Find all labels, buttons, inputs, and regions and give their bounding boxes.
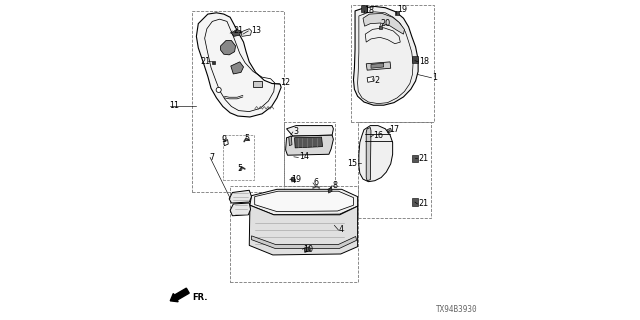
Polygon shape	[232, 29, 241, 36]
Polygon shape	[387, 128, 392, 133]
Polygon shape	[367, 76, 374, 82]
Polygon shape	[363, 13, 404, 34]
Polygon shape	[361, 5, 367, 12]
Polygon shape	[253, 81, 262, 87]
Polygon shape	[287, 125, 333, 136]
Text: 21: 21	[200, 57, 210, 66]
Polygon shape	[412, 198, 418, 206]
Text: 6: 6	[314, 179, 319, 188]
Text: 10: 10	[303, 245, 314, 254]
Polygon shape	[289, 136, 292, 146]
Text: 17: 17	[390, 125, 399, 134]
Text: 18: 18	[419, 57, 429, 66]
Polygon shape	[412, 155, 418, 162]
Text: 9: 9	[222, 135, 227, 144]
Text: 16: 16	[374, 131, 383, 140]
Polygon shape	[395, 11, 399, 15]
Text: 21: 21	[418, 154, 428, 163]
Polygon shape	[366, 62, 391, 70]
Text: 14: 14	[300, 152, 309, 161]
Text: 21: 21	[234, 27, 243, 36]
Text: 3: 3	[294, 127, 299, 136]
Polygon shape	[412, 56, 418, 63]
Text: 2: 2	[375, 76, 380, 85]
Polygon shape	[379, 26, 383, 29]
Text: 13: 13	[252, 27, 262, 36]
Text: 12: 12	[280, 78, 291, 87]
FancyArrow shape	[170, 288, 189, 302]
Text: 15: 15	[348, 159, 358, 168]
Polygon shape	[241, 29, 252, 36]
Polygon shape	[249, 205, 358, 255]
Circle shape	[291, 177, 295, 181]
Text: 19: 19	[291, 175, 301, 184]
Polygon shape	[328, 187, 332, 193]
Polygon shape	[229, 190, 252, 203]
Text: 7: 7	[209, 153, 214, 162]
Polygon shape	[231, 62, 244, 74]
Text: 11: 11	[170, 101, 180, 110]
Polygon shape	[353, 6, 418, 105]
Polygon shape	[250, 189, 358, 215]
Text: 5: 5	[237, 164, 243, 173]
Text: 8: 8	[333, 181, 338, 190]
Text: 21: 21	[418, 199, 428, 208]
Polygon shape	[371, 63, 384, 68]
Text: 1: 1	[432, 73, 437, 82]
Polygon shape	[252, 236, 356, 249]
Polygon shape	[196, 13, 281, 117]
Polygon shape	[285, 135, 333, 155]
Polygon shape	[221, 41, 236, 55]
Text: 19: 19	[397, 5, 407, 14]
Polygon shape	[212, 61, 215, 64]
Text: 20: 20	[380, 19, 390, 28]
Polygon shape	[230, 203, 250, 216]
Polygon shape	[304, 247, 310, 252]
Text: TX94B3930: TX94B3930	[436, 305, 477, 314]
Text: 18: 18	[364, 6, 374, 15]
Polygon shape	[255, 191, 353, 212]
Polygon shape	[359, 125, 393, 182]
Text: FR.: FR.	[193, 293, 208, 302]
Polygon shape	[294, 137, 323, 148]
Polygon shape	[366, 127, 371, 181]
Text: 5: 5	[244, 134, 250, 143]
Text: 4: 4	[339, 225, 344, 234]
Circle shape	[216, 87, 221, 92]
